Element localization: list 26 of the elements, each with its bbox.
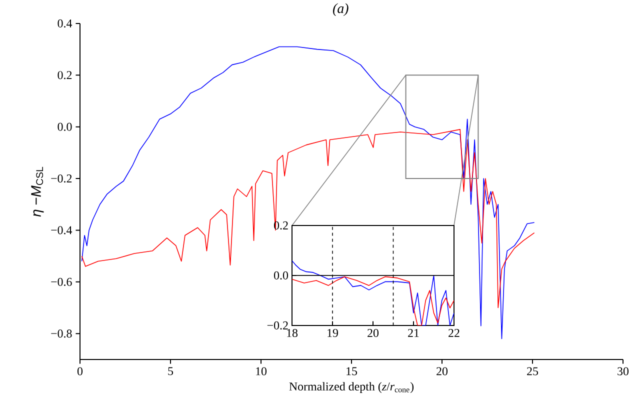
x-tick-label: 0 [77,367,83,376]
line-series [81,46,535,339]
y-tick-label: −0.2 [267,321,288,330]
x-tick-label: 30 [618,367,629,376]
x-tick-label: 20 [436,367,448,376]
x-tick-label: 18 [287,328,298,337]
x-tick-label: 22 [448,328,460,337]
chart-title: (a) [333,3,348,16]
x-tick-label: 15 [346,367,358,376]
y-tick-label: 0.0 [58,122,72,131]
y-tick-label: −0.2 [51,174,72,182]
x-axis-title: Normalized depth (z/r$_{cone}$) [289,382,414,393]
y-tick-label: −0.4 [51,226,72,234]
x-tick-label: 5 [168,367,174,375]
y-tick-label: −0.6 [51,278,72,286]
x-tick-label: 10 [256,367,267,376]
y-axis-title: η −M$_{CSL}$ [31,166,44,216]
x-tick-label: 21 [408,328,419,337]
y-tick-label: 0.4 [58,19,72,28]
y-tick-label: 0.2 [58,70,72,79]
y-tick-label: −0.8 [51,329,72,338]
x-tick-label: 19 [328,328,338,337]
x-tick-label: 25 [527,367,538,376]
y-tick-label: 0.0 [274,271,288,280]
x-tick-label: 20 [368,328,379,337]
line-series [81,128,535,308]
